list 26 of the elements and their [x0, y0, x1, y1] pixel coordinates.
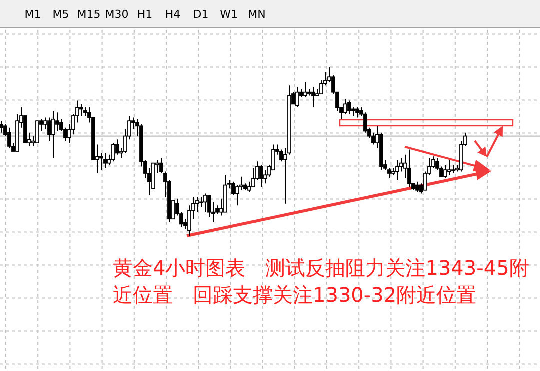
candlestick — [372, 132, 376, 146]
candlestick — [312, 86, 316, 108]
candlestick — [56, 112, 60, 132]
toolbar: M1 M5 M15 M30 H1 H4 D1 W1 MN — [0, 0, 540, 28]
candlestick — [8, 127, 12, 149]
candlestick — [396, 159, 400, 181]
candlestick — [112, 142, 116, 162]
candlestick — [104, 152, 108, 169]
candlestick — [348, 100, 352, 115]
candlestick — [356, 107, 360, 118]
candlestick — [416, 181, 420, 193]
candlestick — [48, 117, 52, 142]
candlestick — [100, 152, 104, 171]
candlestick — [248, 181, 252, 193]
candlestick — [260, 164, 264, 188]
candlestick — [36, 120, 40, 144]
candlestick — [344, 98, 348, 115]
candlestick — [304, 82, 308, 98]
candlestick — [204, 193, 208, 213]
candlestick — [80, 104, 84, 117]
candlestick — [52, 110, 56, 159]
candlestick — [296, 86, 300, 108]
text: 黄金4小时图表 测试反抽阻力关注1343-45附近位置 回踩支撑关注1330-32附近位置 — [113, 256, 530, 307]
candlestick — [0, 120, 4, 134]
candlestick — [448, 159, 452, 176]
candlestick — [408, 149, 412, 188]
